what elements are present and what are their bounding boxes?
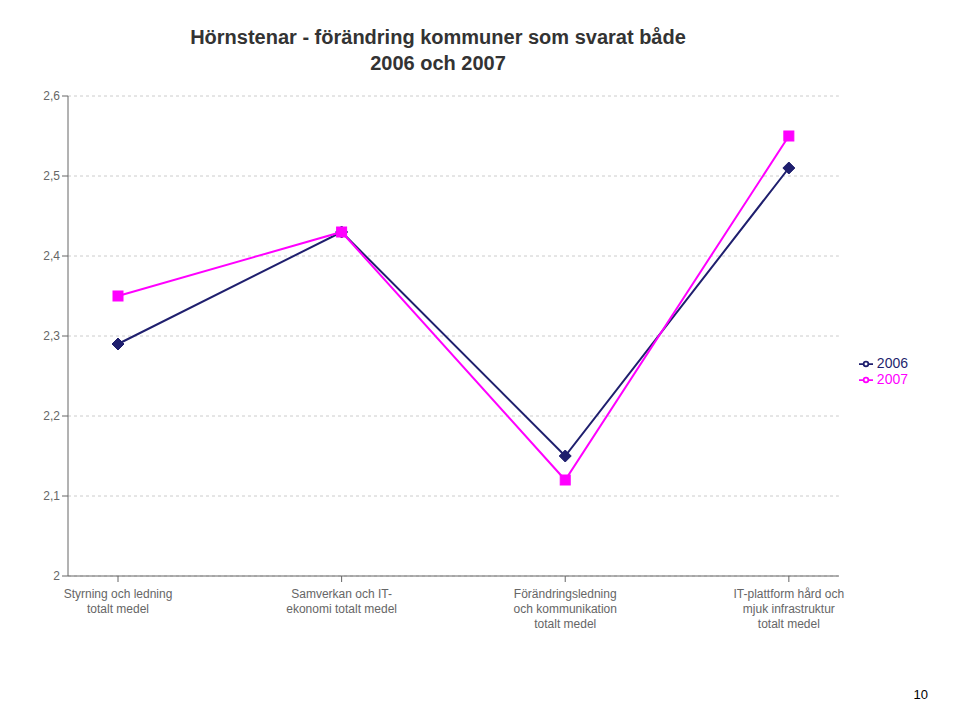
svg-text:Förändringsledningoch kommunik: Förändringsledningoch kommunikationtotal… xyxy=(514,587,617,631)
svg-text:2,3: 2,3 xyxy=(43,329,60,343)
svg-text:2: 2 xyxy=(53,569,60,583)
svg-text:2,6: 2,6 xyxy=(43,89,60,103)
svg-text:Samverkan och IT-ekonomi total: Samverkan och IT-ekonomi totalt medel xyxy=(286,587,397,616)
html-text:2006 och 2007: 2006 och 2007 xyxy=(370,52,506,74)
html-text:2007: 2007 xyxy=(876,371,908,387)
svg-text:IT-plattform hård ochmjuk infr: IT-plattform hård ochmjuk infrastrukturt… xyxy=(733,587,844,631)
svg-text:2,5: 2,5 xyxy=(43,169,60,183)
html-text:Hörnstenar - förändring kommun: Hörnstenar - förändring kommuner som sva… xyxy=(190,26,686,48)
html-text:2006: 2006 xyxy=(876,354,908,371)
svg-text:2,1: 2,1 xyxy=(43,489,60,503)
svg-text:2,2: 2,2 xyxy=(43,409,60,423)
html-text:10: 10 xyxy=(913,687,928,702)
svg-text:Styrning och ledningtotalt med: Styrning och ledningtotalt medel xyxy=(64,587,173,616)
svg-text:2,4: 2,4 xyxy=(43,249,60,263)
